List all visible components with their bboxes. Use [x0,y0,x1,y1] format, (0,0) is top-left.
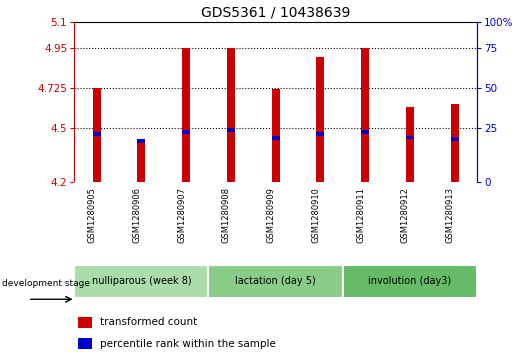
Text: nulliparous (week 8): nulliparous (week 8) [92,276,191,286]
Bar [78,338,92,349]
Bar [208,265,343,298]
Text: GSM1280905: GSM1280905 [87,187,96,243]
Bar [406,107,414,182]
Bar [450,104,458,182]
Text: GSM1280913: GSM1280913 [446,187,455,243]
Text: development stage: development stage [2,279,90,287]
Bar [316,57,324,182]
Bar [137,140,145,182]
Bar [271,89,280,182]
Bar [450,137,458,141]
Bar [74,265,208,298]
Text: transformed count: transformed count [100,317,198,327]
Bar [227,128,235,132]
Bar [361,130,369,134]
Text: GSM1280910: GSM1280910 [311,187,320,243]
Text: GSM1280911: GSM1280911 [356,187,365,243]
Text: involution (day3): involution (day3) [368,276,452,286]
Bar [343,265,477,298]
Bar [93,132,101,136]
Title: GDS5361 / 10438639: GDS5361 / 10438639 [201,5,350,19]
Bar [406,135,414,139]
Bar [227,48,235,182]
Text: GSM1280908: GSM1280908 [222,187,231,243]
Bar [182,48,190,182]
Text: GSM1280906: GSM1280906 [132,187,142,243]
Text: GSM1280909: GSM1280909 [267,187,276,243]
Bar [78,317,92,328]
Text: GSM1280907: GSM1280907 [177,187,186,243]
Bar [93,88,101,182]
Bar [137,139,145,143]
Text: lactation (day 5): lactation (day 5) [235,276,316,286]
Bar [271,136,280,140]
Text: percentile rank within the sample: percentile rank within the sample [100,339,276,348]
Bar [182,130,190,134]
Text: GSM1280912: GSM1280912 [401,187,410,243]
Bar [316,132,324,136]
Bar [361,48,369,182]
